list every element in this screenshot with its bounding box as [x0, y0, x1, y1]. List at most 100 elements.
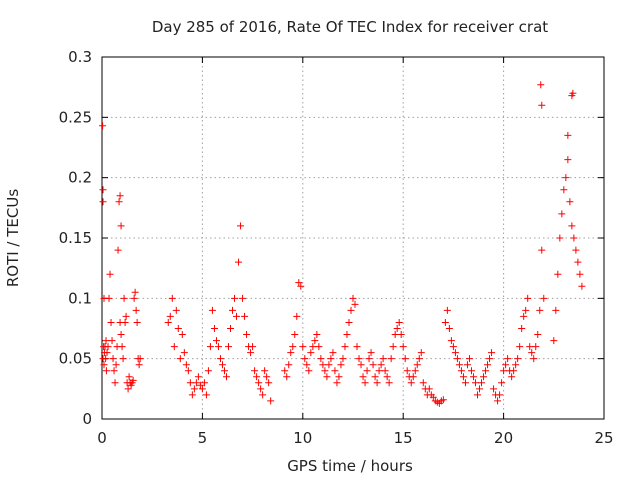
- data-point: [196, 381, 204, 389]
- data-point: [214, 343, 222, 351]
- data-point: [465, 355, 473, 363]
- data-point: [476, 385, 484, 393]
- data-point: [558, 210, 566, 218]
- data-point: [216, 355, 224, 363]
- chart-title: Day 285 of 2016, Rate Of TEC Index for r…: [152, 18, 548, 36]
- data-point: [478, 379, 486, 387]
- data-point: [377, 361, 385, 369]
- data-point: [111, 379, 119, 387]
- data-point: [502, 361, 510, 369]
- data-point: [176, 355, 184, 363]
- data-point: [116, 192, 124, 200]
- data-point: [520, 312, 528, 320]
- data-point: [231, 294, 239, 302]
- data-point: [373, 379, 381, 387]
- data-point: [249, 343, 257, 351]
- data-point: [253, 373, 261, 381]
- data-point: [325, 361, 333, 369]
- data-point: [103, 349, 111, 357]
- x-tick-label: 15: [394, 429, 413, 447]
- data-point: [508, 373, 516, 381]
- data-points: [99, 81, 586, 407]
- data-point: [500, 367, 508, 375]
- data-point: [208, 306, 216, 314]
- data-point: [516, 343, 524, 351]
- data-point: [343, 331, 351, 339]
- data-point: [222, 373, 230, 381]
- data-point: [327, 355, 335, 363]
- data-point: [471, 379, 479, 387]
- data-point: [411, 367, 419, 375]
- data-point: [359, 373, 367, 381]
- data-point: [295, 279, 303, 287]
- data-point: [447, 337, 455, 345]
- data-point: [99, 198, 107, 206]
- data-point: [463, 361, 471, 369]
- y-tick-label: 0.05: [59, 350, 92, 368]
- data-point: [210, 325, 218, 332]
- data-point: [455, 361, 463, 369]
- data-point: [180, 349, 188, 357]
- data-point: [251, 367, 259, 375]
- data-point: [166, 312, 174, 320]
- data-point: [393, 325, 401, 332]
- data-point: [289, 343, 297, 351]
- y-tick-label: 0: [82, 410, 92, 428]
- data-point: [349, 294, 357, 302]
- data-point: [119, 355, 127, 363]
- data-point: [297, 282, 305, 290]
- data-point: [301, 355, 309, 363]
- data-point: [453, 355, 461, 363]
- data-point: [115, 198, 123, 206]
- data-point: [572, 246, 580, 254]
- data-point: [564, 156, 572, 164]
- data-point: [397, 331, 405, 339]
- data-point: [576, 270, 584, 278]
- data-point: [239, 294, 247, 302]
- data-point: [540, 294, 548, 302]
- data-point: [538, 101, 546, 109]
- data-point: [321, 367, 329, 375]
- data-point: [381, 367, 389, 375]
- data-point: [178, 331, 186, 339]
- data-point: [172, 306, 180, 314]
- data-point: [488, 349, 496, 357]
- data-point: [285, 361, 293, 369]
- data-point: [287, 349, 295, 357]
- data-point: [399, 343, 407, 351]
- data-point: [194, 373, 202, 381]
- data-point: [104, 343, 112, 351]
- data-point: [403, 367, 411, 375]
- data-point: [212, 337, 220, 345]
- data-point: [443, 306, 451, 314]
- data-point: [504, 355, 512, 363]
- data-point: [108, 337, 116, 345]
- data-point: [556, 234, 564, 242]
- y-tick-label: 0.3: [68, 48, 92, 66]
- data-point: [227, 325, 235, 332]
- data-point: [135, 361, 143, 369]
- data-point: [117, 331, 125, 339]
- data-point: [578, 282, 586, 290]
- data-point: [120, 294, 128, 302]
- data-point: [345, 318, 353, 326]
- data-point: [401, 355, 409, 363]
- data-point: [530, 355, 538, 363]
- data-point: [229, 306, 237, 314]
- data-point: [534, 331, 542, 339]
- y-tick-label: 0.25: [59, 108, 92, 126]
- data-point: [383, 373, 391, 381]
- data-point: [323, 373, 331, 381]
- data-point: [339, 355, 347, 363]
- data-point: [109, 355, 117, 363]
- y-tick-label: 0.2: [68, 169, 92, 187]
- data-point: [263, 373, 271, 381]
- data-point: [281, 367, 289, 375]
- data-point: [480, 373, 488, 381]
- data-point: [560, 186, 568, 194]
- x-tick-label: 25: [594, 429, 613, 447]
- data-point: [303, 361, 311, 369]
- data-point: [538, 246, 546, 254]
- data-point: [457, 367, 465, 375]
- data-point: [528, 349, 536, 357]
